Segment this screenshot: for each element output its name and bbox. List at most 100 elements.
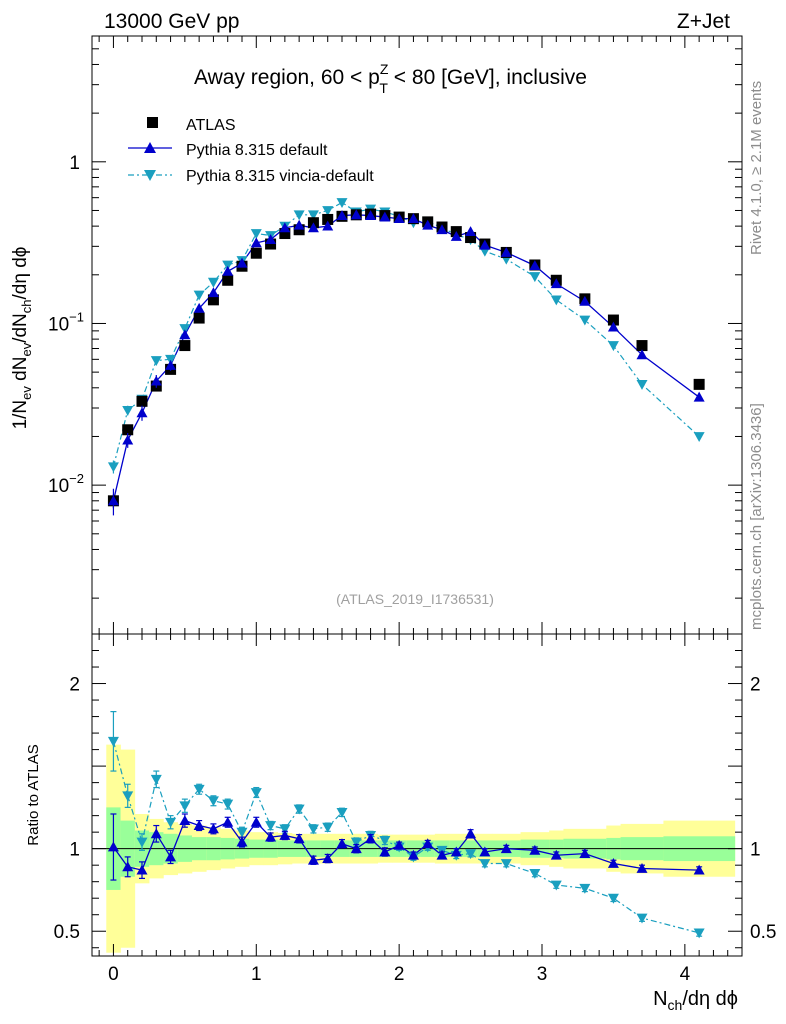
ratio-default-point <box>422 838 434 849</box>
default-point <box>150 375 162 386</box>
default-point <box>350 209 362 220</box>
ratio-ytick-label: 2 <box>69 675 80 696</box>
default-point <box>407 213 419 224</box>
ratio-vincia-point <box>236 827 248 838</box>
default-point <box>365 210 377 220</box>
ratio-vincia-point <box>193 784 205 795</box>
ratio-vincia-point <box>250 788 262 799</box>
vincia-point <box>607 341 619 352</box>
ratio-default-point <box>636 862 648 873</box>
default-point <box>265 234 277 245</box>
default-point <box>500 246 512 257</box>
ratio-default-point <box>193 820 205 830</box>
ratio-ytick-label-right: 2 <box>750 675 761 696</box>
vincia-point <box>250 229 262 240</box>
ratio-default-point <box>322 853 334 863</box>
atlas-point <box>193 312 205 324</box>
default-point <box>550 278 562 289</box>
default-point <box>207 287 219 298</box>
ratio-default-point <box>222 816 234 827</box>
ratio-vincia-point <box>107 736 119 747</box>
legend-label-default: Pythia 8.315 default <box>186 142 328 159</box>
default-point <box>136 407 148 418</box>
vincia-point <box>636 379 648 390</box>
atlas-point <box>222 274 234 286</box>
default-point <box>693 391 705 402</box>
ratio-vincia-point <box>379 836 391 846</box>
legend-marker-default <box>144 142 156 153</box>
default-point <box>236 257 248 268</box>
ratio-default-point <box>693 864 705 875</box>
ratio-default-point <box>279 829 291 840</box>
ratio-default-point <box>350 843 362 854</box>
default-point <box>436 224 448 235</box>
ratio-ytick-label-right: 0.5 <box>750 922 776 943</box>
ratio-default-point <box>450 846 462 857</box>
default-point <box>322 220 334 231</box>
ratio-default-point <box>550 849 562 860</box>
atlas-point <box>693 378 705 390</box>
ratio-default-point <box>336 838 348 849</box>
ratio-vincia-point <box>607 893 619 904</box>
default-point <box>122 434 134 445</box>
default-point <box>607 321 619 332</box>
atlas-point <box>136 395 148 407</box>
xlabel-tail: /dη dϕ <box>682 988 738 1010</box>
ratio-default-point <box>393 839 405 850</box>
ratio-default-point <box>479 846 491 857</box>
default-point <box>307 222 319 233</box>
ratio-ytick-label: 0.5 <box>54 922 80 943</box>
ratio-vincia-point <box>150 774 162 785</box>
vincia-point <box>579 315 591 326</box>
atlas-point <box>279 228 291 240</box>
ratio-ylabel: Ratio to ATLAS <box>25 744 42 845</box>
main-title: Away region, 60 < pZ T < 80 [GeV], inclus… <box>194 61 587 96</box>
ratio-vincia-point <box>336 807 348 818</box>
ratio-default-point <box>407 849 419 860</box>
ratio-vincia-point <box>165 817 177 828</box>
default-point <box>393 213 405 224</box>
legend: ATLAS Pythia 8.315 default Pythia 8.315 … <box>128 117 374 185</box>
vincia-point <box>165 354 177 365</box>
ratio-default-point <box>136 864 148 875</box>
mcplots-label: mcplots.cern.ch [arXiv:1306.3436] <box>748 403 765 630</box>
ratio-default-point <box>150 828 162 839</box>
vincia-point <box>207 277 219 288</box>
x-tick-label: 3 <box>537 964 548 985</box>
ratio-default-point <box>250 816 262 827</box>
ratio-default-point <box>265 831 277 842</box>
vincia-point <box>550 295 562 306</box>
ratio-vincia-point <box>479 859 491 870</box>
ratio-default-point <box>529 844 541 855</box>
ratio-ytick-label: 1 <box>69 840 80 861</box>
ratio-default-point <box>307 854 319 865</box>
analysis-watermark: (ATLAS_2019_I1736531) <box>336 591 494 607</box>
atlas-point <box>179 340 191 352</box>
ratio-vincia-point <box>500 859 512 870</box>
atlas-point <box>465 232 477 244</box>
default-point <box>293 219 305 230</box>
ratio-vincia-point <box>293 804 305 815</box>
main-title-sup: Z <box>380 61 389 77</box>
ratio-vincia-point <box>307 824 319 835</box>
atlas-point <box>636 340 648 352</box>
vincia-point <box>122 405 134 416</box>
ratio-vincia-point <box>179 801 191 812</box>
rivet-version-label: Rivet 4.1.0, ≥ 2.1M events <box>748 81 765 255</box>
legend-marker-vincia <box>144 170 156 181</box>
vincia-line <box>112 201 700 467</box>
default-line <box>112 214 700 501</box>
legend-label-atlas: ATLAS <box>186 117 236 134</box>
default-point <box>422 219 434 230</box>
ratio-default-point <box>207 823 219 834</box>
main-ylabel: 1/Nev dNev/dNch/dη dϕ <box>10 247 34 430</box>
x-tick-label: 1 <box>251 964 262 985</box>
ratio-vincia-point <box>529 869 541 879</box>
header-left: 13000 GeV pp <box>104 10 239 33</box>
ratio-vincia-point <box>136 837 148 848</box>
vincia-point <box>322 206 334 216</box>
ratio-default-point <box>122 861 134 872</box>
atlas-point <box>607 314 619 326</box>
ratio-default-point <box>607 858 619 868</box>
vincia-point <box>529 272 541 283</box>
